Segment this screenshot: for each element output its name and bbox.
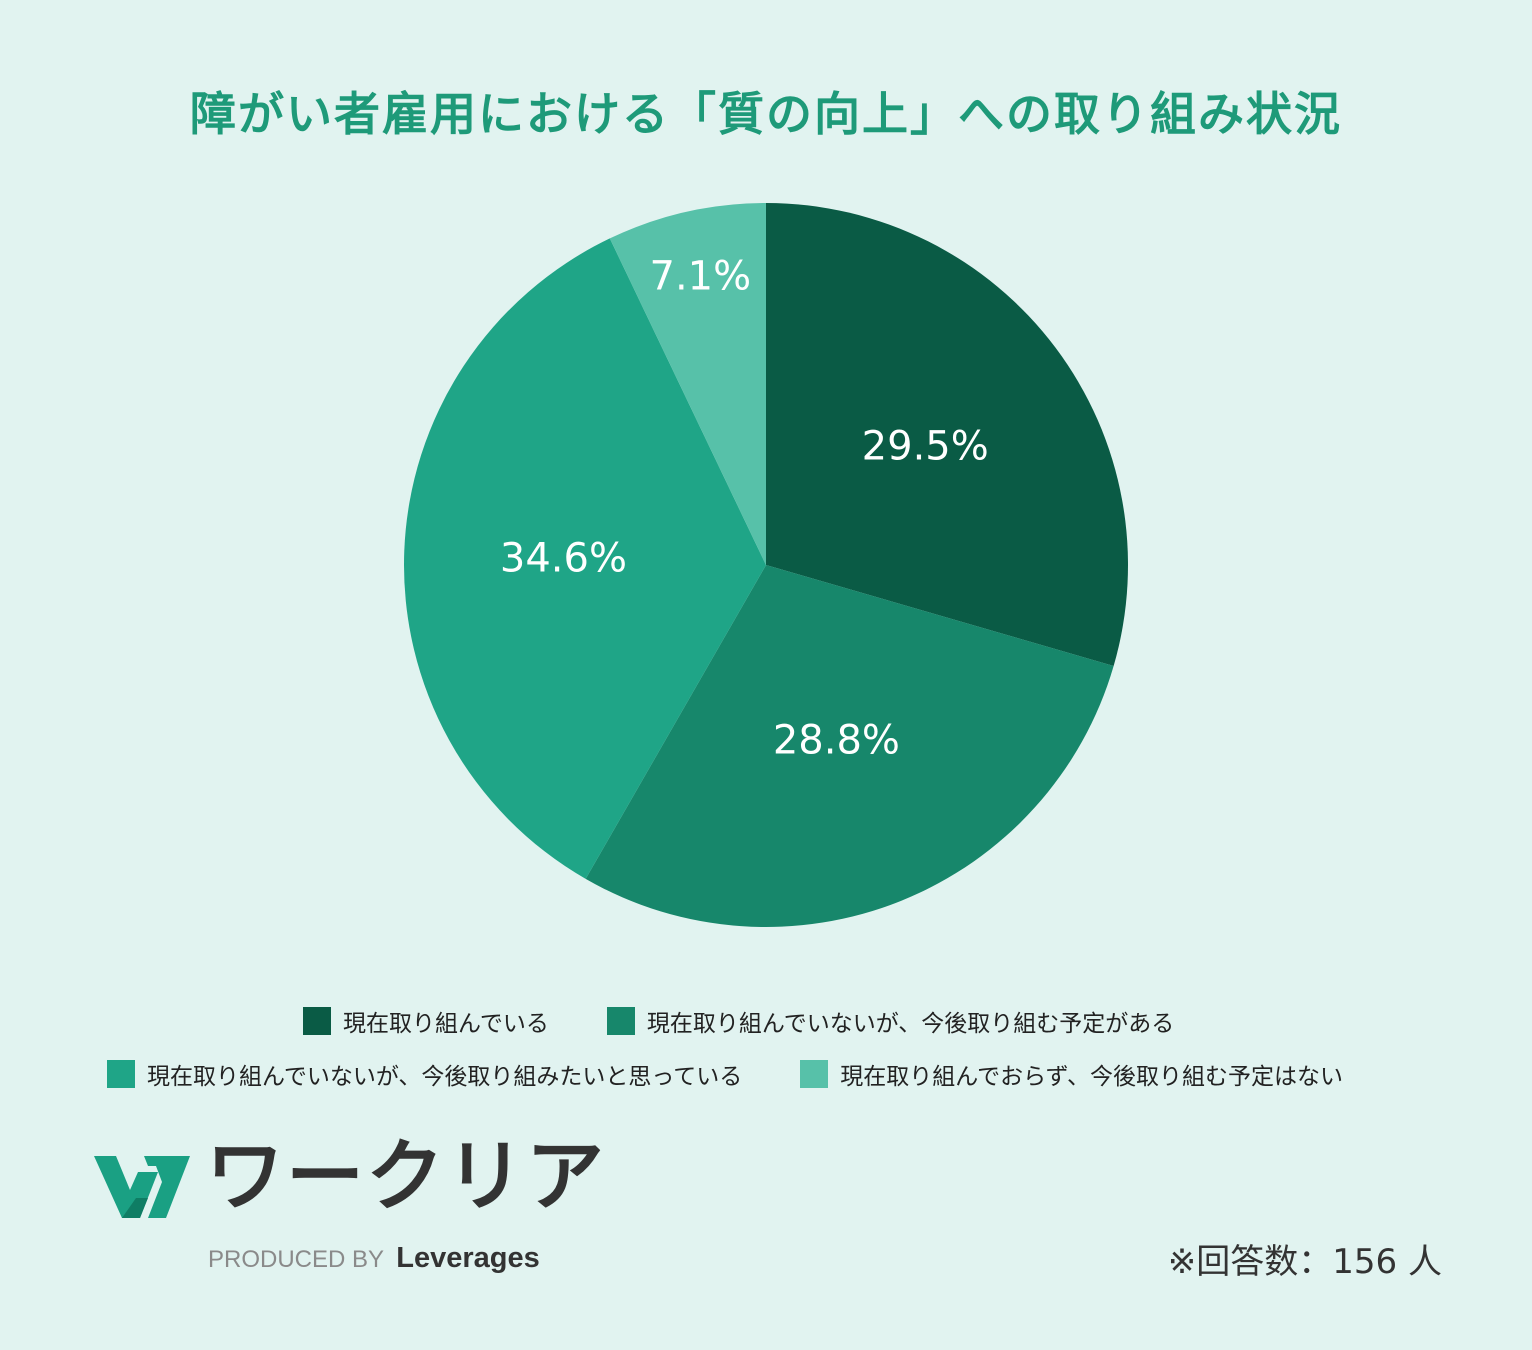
slice-value-label: 34.6% <box>500 535 627 581</box>
legend-label: 現在取り組んでいないが、今後取り組みたいと思っている <box>147 1064 743 1090</box>
pie-slice <box>766 203 1129 666</box>
legend-swatch <box>303 1007 331 1035</box>
respondent-count-note: ※回答数：156 人 <box>1167 1242 1442 1282</box>
legend-row-1: 現在取り組んでいる 現在取り組んでいないが、今後取り組む予定がある <box>303 1004 1174 1038</box>
produced-by: PRODUCED BY Leverages <box>208 1242 540 1275</box>
legend-item: 現在取り組んでいないが、今後取り組みたいと思っている <box>107 1057 742 1091</box>
slice-value-label: 28.8% <box>773 718 900 764</box>
chart-title: 障がい者雇用における「質の向上」への取り組み状況 <box>190 87 1342 141</box>
legend-label: 現在取り組んでいないが、今後取り組む予定がある <box>646 1011 1175 1037</box>
pie-slice <box>585 565 1114 927</box>
legend-item: 現在取り組んでいないが、今後取り組む予定がある <box>606 1004 1175 1038</box>
legend-label: 現在取り組んでいる <box>343 1011 549 1037</box>
legend-swatch <box>606 1007 635 1035</box>
legend-swatch <box>800 1060 829 1088</box>
legend-item: 現在取り組んでおらず、今後取り組む予定はない <box>800 1057 1343 1091</box>
legend-row-2: 現在取り組んでいないが、今後取り組みたいと思っている 現在取り組んでおらず、今後… <box>107 1057 1343 1091</box>
pie-slice <box>609 203 766 565</box>
legend-swatch <box>107 1060 135 1088</box>
slice-value-label: 7.1% <box>650 254 752 300</box>
pie-chart: 29.5% 28.8% 34.6% 7.1% <box>404 203 1129 927</box>
legend-label: 現在取り組んでおらず、今後取り組む予定はない <box>840 1064 1344 1090</box>
pie-slice <box>404 238 766 879</box>
logo-wordmark: ワークリア <box>206 1132 607 1222</box>
produced-by-label: PRODUCED BY <box>208 1246 384 1273</box>
slice-value-label: 29.5% <box>862 423 989 469</box>
w-logo-icon <box>94 1156 190 1218</box>
brand-name: Leverages <box>396 1242 540 1274</box>
legend-item: 現在取り組んでいる <box>303 1004 549 1038</box>
